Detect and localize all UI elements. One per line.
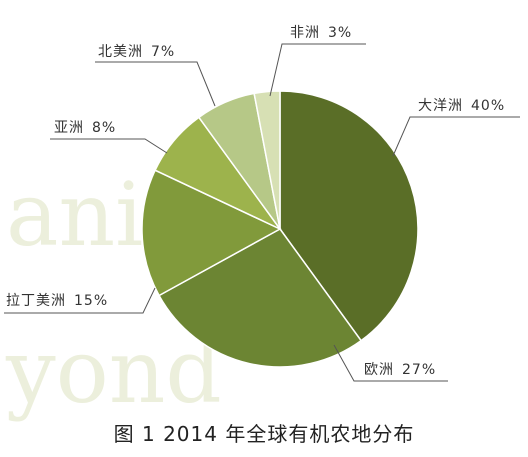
slice-label-value-3: 8% bbox=[92, 120, 116, 136]
slice-label-name-4: 北美洲 bbox=[98, 44, 143, 60]
slice-label-2: 拉丁美洲 15% bbox=[6, 293, 108, 309]
watermark-text-2: yond bbox=[5, 320, 222, 423]
slice-label-3: 亚洲 8% bbox=[54, 120, 116, 136]
slice-label-name-2: 拉丁美洲 bbox=[6, 293, 66, 309]
slice-label-5: 非洲 3% bbox=[290, 25, 352, 41]
leader-line-1 bbox=[333, 344, 448, 382]
pie-slice-2 bbox=[141, 169, 282, 297]
pie-slices bbox=[141, 90, 419, 368]
leader-line-4 bbox=[95, 61, 216, 107]
slice-label-1: 欧洲 27% bbox=[364, 362, 436, 378]
slice-label-value-0: 40% bbox=[471, 98, 505, 114]
leader-lines bbox=[4, 43, 520, 382]
slice-label-name-5: 非洲 bbox=[290, 25, 320, 41]
slice-label-name-3: 亚洲 bbox=[54, 120, 84, 136]
chart-caption: 图 1 2014 年全球有机农地分布 bbox=[114, 422, 415, 446]
slice-labels: 大洋洲 40% 欧洲 27% 拉丁美洲 15% 亚洲 8% 北美洲 7% 非洲 3% bbox=[6, 25, 505, 378]
slice-label-value-5: 3% bbox=[328, 25, 352, 41]
leader-line-2 bbox=[4, 287, 156, 314]
slice-label-value-1: 27% bbox=[402, 362, 436, 378]
slice-label-name-1: 欧洲 bbox=[364, 362, 394, 378]
pie-slice-0 bbox=[279, 90, 419, 342]
slice-label-name-0: 大洋洲 bbox=[418, 98, 463, 114]
slice-label-value-4: 7% bbox=[151, 44, 175, 60]
leader-line-5 bbox=[269, 43, 366, 97]
pie-slice-5 bbox=[253, 90, 281, 230]
leader-line-3 bbox=[50, 138, 168, 154]
slice-label-0: 大洋洲 40% bbox=[418, 98, 505, 114]
slice-label-4: 北美洲 7% bbox=[98, 44, 175, 60]
leader-line-0 bbox=[392, 116, 520, 157]
slice-label-value-2: 15% bbox=[74, 293, 108, 309]
